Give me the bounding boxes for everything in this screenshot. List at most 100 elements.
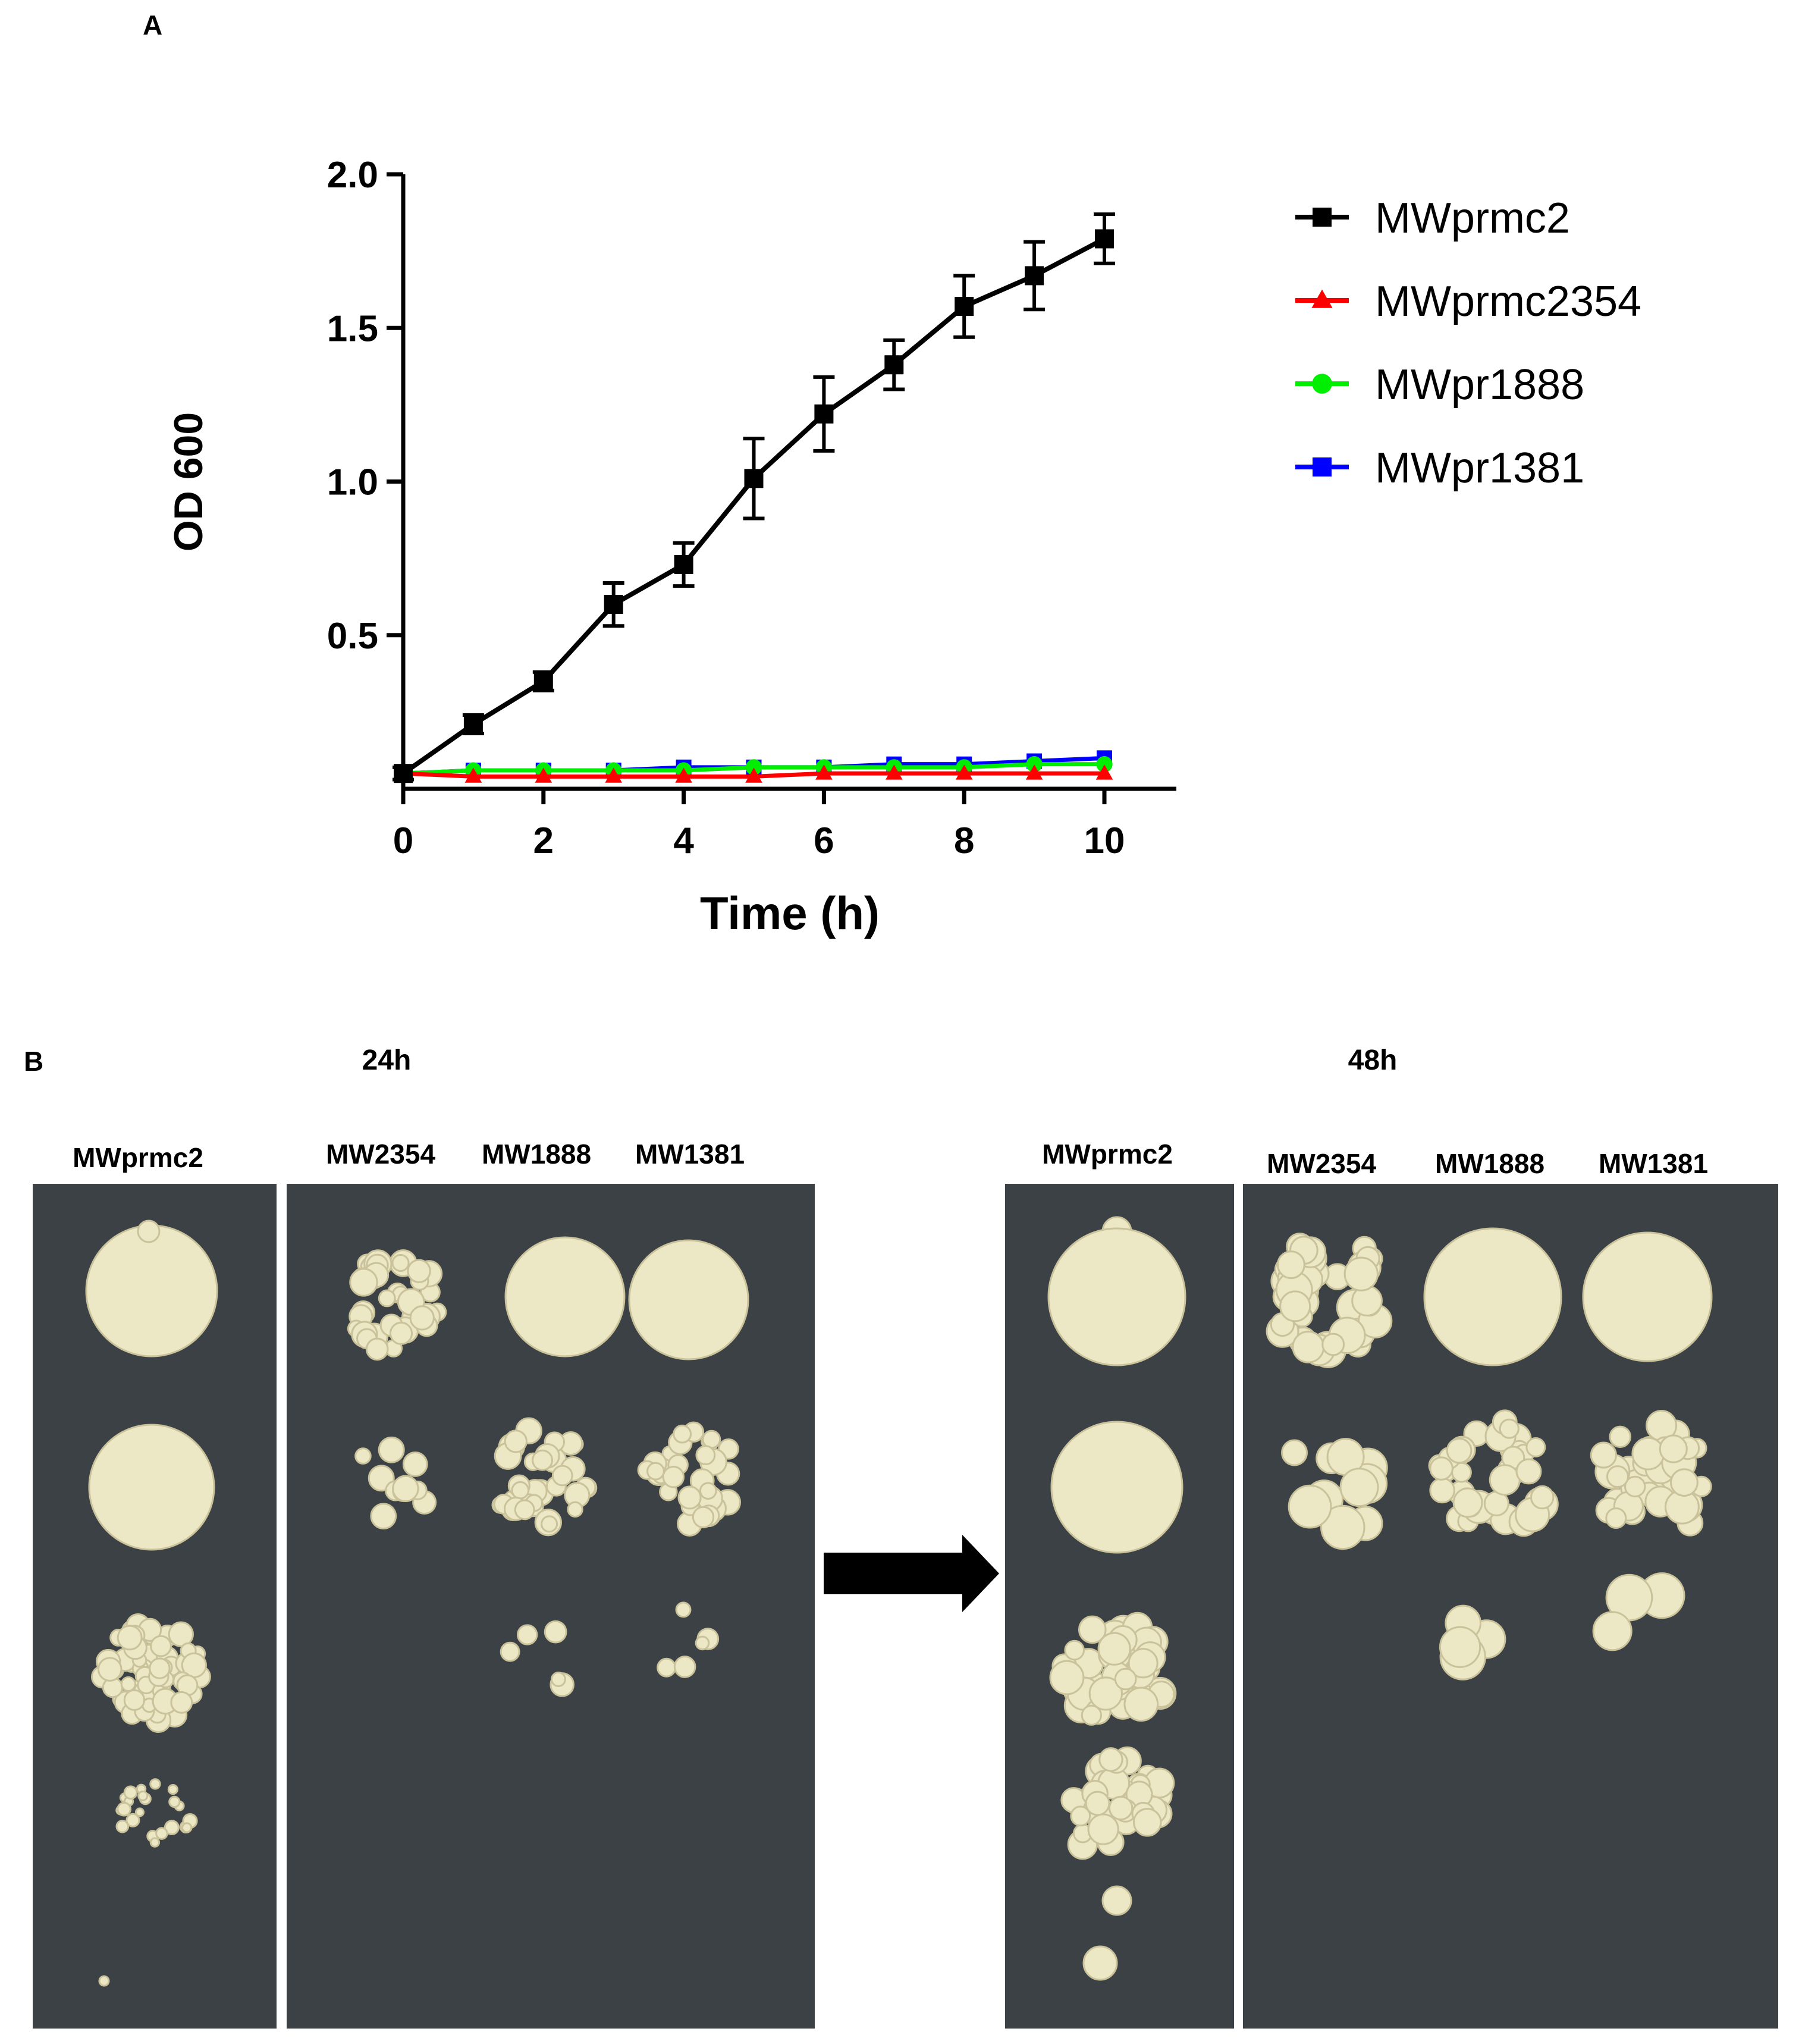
colony: [164, 1820, 180, 1836]
colony: [1423, 1227, 1562, 1366]
colony: [500, 1641, 520, 1662]
colony: [1499, 1418, 1520, 1439]
colony: [673, 1424, 692, 1444]
data-point: [394, 764, 413, 783]
colony: [407, 1259, 431, 1283]
colony: [1288, 1484, 1332, 1529]
data-point: [1312, 374, 1332, 394]
x-tick-label: 6: [814, 820, 834, 861]
colony: [1624, 1475, 1646, 1498]
colony: [117, 1801, 131, 1817]
colony: [1339, 1468, 1379, 1507]
colony: [1429, 1477, 1455, 1504]
colony: [1525, 1437, 1546, 1457]
legend-label: MWpr1888: [1375, 361, 1584, 409]
data-point: [1096, 756, 1113, 773]
colony: [550, 1672, 566, 1687]
data-point: [955, 297, 974, 316]
data-point: [1025, 266, 1044, 286]
legend-entry: MWprmc2: [1295, 195, 1570, 242]
colony: [567, 1501, 583, 1518]
colony: [1279, 1290, 1311, 1322]
colony: [1098, 1747, 1123, 1772]
growth-curve-chart: 0 2 4 6 8 10 0.5 1.0 1.5 2.0 Time (h) OD 600 MWp…: [166, 155, 1641, 939]
data-point: [674, 554, 693, 574]
colony: [155, 1827, 168, 1840]
data-point: [815, 764, 833, 780]
data-point: [1313, 208, 1332, 227]
colony: [1087, 1813, 1119, 1845]
colony: [1606, 1465, 1630, 1488]
colony: [402, 1451, 428, 1477]
colony: [657, 1657, 677, 1678]
colony: [1082, 1945, 1118, 1981]
colony: [1439, 1626, 1481, 1668]
data-point: [886, 764, 903, 780]
colony: [1343, 1256, 1379, 1291]
colony: [149, 1837, 161, 1848]
colony: [1276, 1250, 1305, 1280]
x-tick-label: 8: [954, 820, 974, 861]
colony: [391, 1253, 410, 1272]
colony: [628, 1239, 749, 1360]
legend-entry: MWpr1888: [1295, 361, 1584, 409]
colony: [149, 1657, 171, 1679]
colony: [125, 1813, 140, 1827]
strain-label-24h-2: MW1888: [482, 1139, 591, 1170]
colony: [354, 1447, 372, 1465]
data-point: [1313, 457, 1332, 476]
colony: [1320, 1504, 1365, 1550]
strain-label-48h-3: MW1381: [1599, 1148, 1708, 1179]
y-tick-label: 0.5: [327, 616, 378, 657]
data-point: [1095, 229, 1114, 249]
colony: [168, 1795, 181, 1808]
colony: [675, 1601, 692, 1618]
x-axis-ticks: 0 2 4 6 8 10: [393, 789, 1125, 861]
colony: [677, 1485, 702, 1510]
data-point: [1026, 756, 1043, 773]
colony: [1631, 1437, 1665, 1471]
colony: [123, 1785, 138, 1800]
data-point: [533, 672, 553, 691]
data-point: [463, 714, 483, 734]
colony: [692, 1506, 715, 1529]
colony: [167, 1783, 178, 1795]
colony: [1429, 1456, 1453, 1481]
y-axis-ticks: 0.5 1.0 1.5 2.0: [327, 155, 403, 657]
strain-label-24h-3: MW1381: [635, 1139, 745, 1170]
data-point: [1025, 764, 1043, 780]
colony: [1123, 1686, 1159, 1722]
y-tick-label: 1.5: [327, 308, 378, 349]
colony: [370, 1503, 397, 1529]
colony: [695, 1635, 710, 1651]
y-tick-label: 1.0: [327, 462, 378, 503]
colony: [1128, 1648, 1159, 1679]
colony: [1670, 1468, 1699, 1497]
strain-label-48h-1: MW2354: [1267, 1148, 1376, 1179]
colony: [88, 1424, 215, 1551]
data-point: [744, 469, 764, 488]
colony: [1605, 1507, 1627, 1529]
colony: [1489, 1464, 1521, 1496]
colony: [1132, 1808, 1162, 1837]
data-point: [605, 767, 622, 783]
colony: [1064, 1639, 1085, 1661]
colony: [117, 1625, 143, 1651]
colony: [673, 1656, 696, 1678]
colony: [532, 1449, 553, 1471]
legend-label: MWprmc2354: [1375, 278, 1641, 325]
colony: [516, 1624, 538, 1645]
series-MWprmc2: [393, 212, 1115, 783]
legend-entry: MWprmc2354: [1295, 278, 1641, 325]
colony: [168, 1621, 194, 1647]
colony: [699, 1482, 717, 1500]
data-point: [745, 759, 762, 776]
panel-a-label: A: [143, 10, 162, 40]
colony: [1590, 1441, 1617, 1469]
colony: [1081, 1704, 1102, 1726]
colony: [137, 1790, 149, 1801]
colony: [646, 1462, 665, 1481]
series-layer: [393, 212, 1115, 783]
colony: [662, 1466, 685, 1488]
colony: [1070, 1805, 1091, 1827]
